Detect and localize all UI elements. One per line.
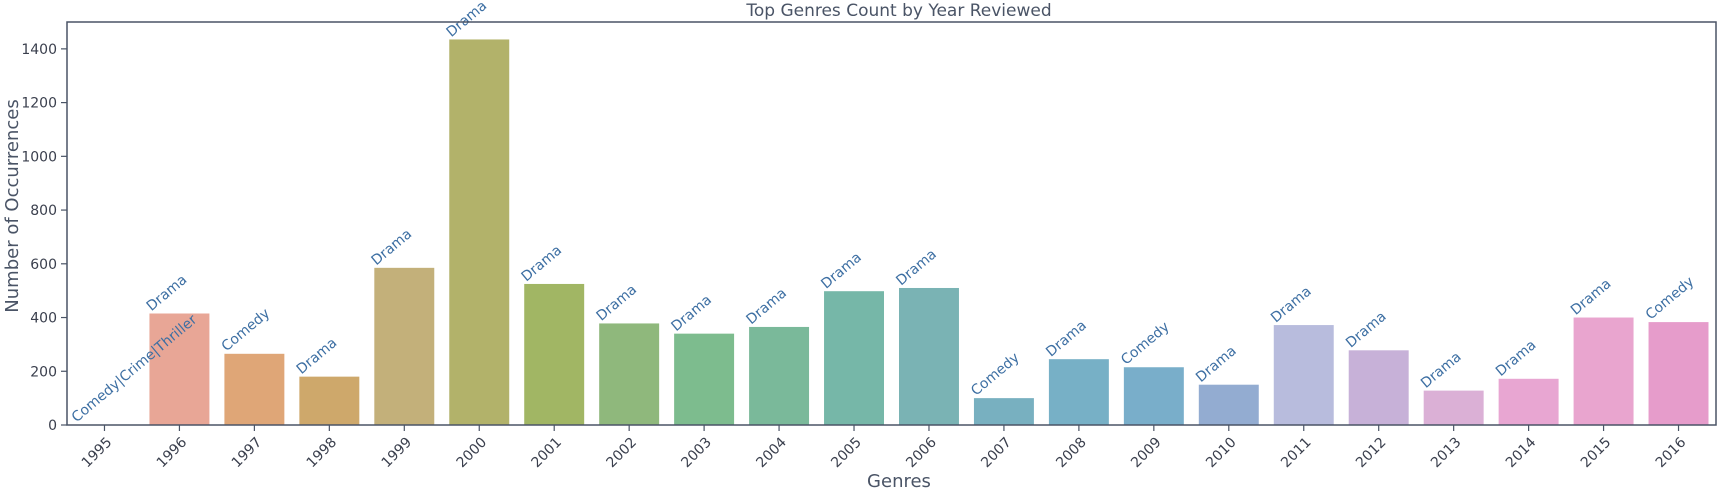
bar-label: Comedy: [219, 305, 274, 354]
bar-label: Drama: [1268, 283, 1315, 326]
bar-label: Drama: [1193, 343, 1240, 386]
bar: [449, 39, 509, 425]
y-tick-label: 600: [30, 257, 57, 273]
x-tick-label: 1998: [304, 435, 341, 472]
x-tick-label: 2009: [1128, 435, 1165, 472]
y-tick-label: 400: [30, 311, 57, 327]
bar: [749, 327, 809, 425]
bar: [1424, 391, 1484, 425]
bar-label: Drama: [1343, 309, 1390, 352]
x-tick-label: 2015: [1578, 435, 1615, 472]
y-tick-label: 800: [30, 203, 57, 219]
bar-label: Drama: [294, 335, 341, 378]
x-tick-label: 2006: [903, 434, 940, 471]
bar-label: Drama: [743, 285, 790, 328]
x-tick-label: 1999: [379, 435, 416, 472]
bar: [224, 354, 284, 425]
bar-label: Drama: [593, 282, 640, 325]
bar: [299, 377, 359, 425]
bar-label: Drama: [818, 250, 865, 293]
plot-area: Comedy|Crime|ThrillerDramaComedyDramaDra…: [21, 0, 1716, 471]
x-tick-label: 2000: [454, 435, 491, 472]
bar: [1349, 350, 1409, 425]
bar-label: Comedy: [968, 350, 1023, 399]
x-tick-label: 2003: [678, 435, 715, 472]
y-tick-label: 0: [48, 418, 57, 434]
bar-label: Drama: [369, 226, 416, 269]
x-tick-label: 2004: [753, 434, 790, 471]
y-tick-label: 1000: [21, 149, 57, 165]
bar-label: Comedy: [1118, 319, 1173, 368]
bar: [824, 291, 884, 425]
x-tick-label: 2002: [604, 435, 641, 472]
bar: [1049, 359, 1109, 425]
bar-label: Drama: [1568, 276, 1615, 319]
x-tick-label: 2012: [1353, 435, 1390, 472]
bar: [1199, 385, 1259, 425]
y-tick-label: 1400: [21, 42, 57, 58]
bar-label: Drama: [1043, 318, 1090, 361]
bar: [1499, 379, 1559, 425]
x-tick-label: 1995: [79, 435, 116, 472]
x-tick-label: 2005: [828, 435, 865, 472]
bar-label: Drama: [444, 0, 491, 41]
x-tick-label: 2007: [978, 435, 1015, 472]
x-tick-label: 2001: [529, 435, 566, 472]
bar-label: Drama: [668, 292, 715, 335]
bar: [1574, 318, 1634, 425]
bar: [599, 323, 659, 425]
bar: [974, 398, 1034, 425]
x-tick-label: 2010: [1203, 435, 1240, 472]
bar-label: Drama: [144, 272, 191, 315]
bar: [374, 268, 434, 425]
bar-label: Drama: [893, 246, 940, 289]
x-tick-label: 2011: [1278, 435, 1315, 472]
bar: [1649, 322, 1709, 425]
bar-label: Drama: [1418, 349, 1465, 392]
x-tick-label: 2013: [1428, 435, 1465, 472]
x-tick-label: 1997: [229, 435, 266, 472]
bar: [1274, 325, 1334, 425]
x-axis-label: Genres: [867, 471, 931, 492]
y-axis-label: Number of Occurrences: [2, 99, 23, 312]
x-tick-label: 1996: [154, 434, 191, 471]
y-tick-label: 200: [30, 364, 57, 380]
bar-label: Comedy: [1643, 274, 1698, 323]
bar-label: Drama: [518, 242, 565, 285]
bar: [674, 334, 734, 425]
x-tick-label: 2016: [1653, 434, 1690, 471]
chart-title: Top Genres Count by Year Reviewed: [745, 1, 1051, 21]
bar: [524, 284, 584, 425]
x-tick-label: 2014: [1503, 434, 1540, 471]
bar: [1124, 367, 1184, 425]
bar-label: Drama: [1493, 337, 1540, 380]
bar: [899, 288, 959, 425]
y-tick-label: 1200: [21, 96, 57, 112]
x-tick-label: 2008: [1053, 435, 1090, 472]
